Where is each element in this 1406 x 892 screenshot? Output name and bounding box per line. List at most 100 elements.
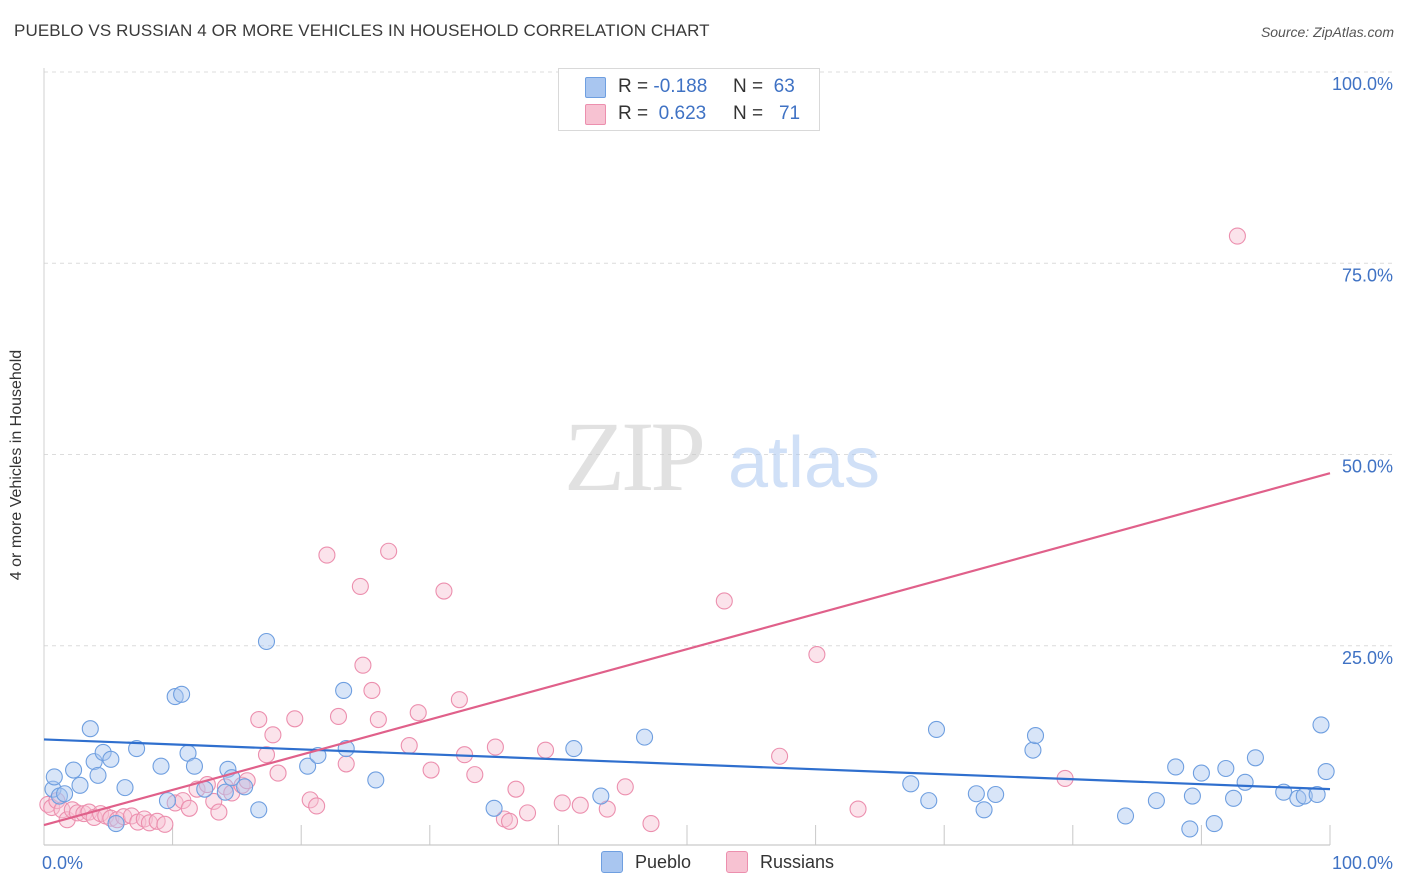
russians-point	[180, 799, 198, 817]
russians-point	[250, 710, 268, 729]
russians-point	[518, 804, 537, 822]
pueblo-point	[565, 740, 583, 758]
trend-lines	[43, 472, 1331, 827]
pueblo-point	[1116, 807, 1135, 825]
correlation-legend: R = -0.188 N = 63 R = 0.623 N = 71	[558, 68, 820, 131]
source-credit: Source: ZipAtlas.com	[1260, 24, 1394, 40]
pueblo-point	[166, 688, 184, 706]
russians-point	[257, 746, 276, 764]
legend-swatch-russians	[726, 851, 748, 873]
pueblo-point	[56, 785, 74, 803]
russians-point	[122, 807, 140, 825]
russians-point	[264, 726, 282, 744]
legend-label-pueblo: Pueblo	[635, 851, 692, 872]
watermark: ZIP atlas	[564, 401, 880, 512]
russians-point	[354, 656, 372, 674]
legend-row-russians: R = 0.623 N = 71	[585, 102, 800, 126]
russians-point	[380, 542, 398, 560]
russians-point	[409, 704, 427, 722]
pueblo-point	[636, 728, 654, 746]
russians-point	[400, 736, 418, 755]
legend-item-russians[interactable]: Russians	[726, 851, 834, 873]
pueblo-point	[71, 776, 89, 794]
pueblo-point	[89, 766, 107, 784]
russians-point	[205, 792, 223, 810]
legend-label-russians: Russians	[760, 851, 835, 872]
pueblo-point	[1167, 758, 1185, 776]
legend-swatch-pueblo	[585, 76, 606, 98]
russians-point	[808, 645, 826, 664]
russians-point	[102, 809, 120, 827]
russians-point	[363, 681, 381, 700]
russians-point	[553, 794, 571, 812]
russians-point	[301, 791, 319, 809]
pueblo-point	[967, 785, 985, 803]
pueblo-point	[102, 750, 120, 768]
russians-point	[318, 546, 336, 564]
pueblo-point	[1026, 727, 1045, 745]
russians-point	[536, 741, 555, 759]
russians-point	[486, 738, 504, 756]
pueblo-point	[65, 761, 83, 779]
pueblo-point	[1024, 741, 1042, 759]
pueblo-point	[236, 778, 254, 796]
pueblo-point	[902, 775, 920, 793]
russians-point	[466, 766, 484, 784]
pueblo-point	[335, 681, 353, 700]
pueblo-point	[1192, 764, 1210, 782]
pueblo-point	[485, 799, 503, 817]
pueblo-point	[85, 753, 103, 771]
y-tick-label: 25.0%	[1342, 648, 1393, 668]
pueblo-point	[152, 757, 170, 775]
pueblo-point	[250, 801, 268, 819]
legend-swatch-pueblo	[601, 851, 623, 873]
pueblo-point	[920, 792, 938, 810]
pueblo-point	[1181, 820, 1199, 838]
legend-n-value: 71	[778, 103, 801, 124]
series-legend: Pueblo Russians	[0, 851, 1406, 879]
watermark-zip: ZIP	[564, 401, 702, 512]
pueblo-point	[81, 720, 99, 738]
pueblo-point	[1225, 789, 1243, 807]
pueblo-point	[116, 779, 134, 797]
legend-r-value: -0.188	[653, 76, 708, 97]
pueblo-point	[1183, 787, 1201, 805]
axes	[43, 68, 1331, 846]
russians-point	[507, 780, 525, 798]
pueblo-point	[1308, 785, 1326, 804]
russians-point	[616, 778, 634, 796]
russians-point	[715, 592, 733, 610]
russians-point	[216, 778, 234, 796]
russians-point	[1228, 227, 1246, 245]
pueblo-point	[927, 720, 946, 739]
russians-point	[642, 815, 660, 833]
legend-n-label: N =	[733, 103, 764, 124]
legend-item-pueblo[interactable]: Pueblo	[601, 851, 691, 873]
russians-point	[156, 815, 174, 833]
y-tick-label: 100.0%	[1332, 74, 1393, 94]
russians-points	[39, 227, 1246, 833]
pueblo-trend-line	[43, 738, 1331, 791]
russians-point	[329, 707, 348, 726]
pueblo-point	[1205, 815, 1223, 833]
pueblo-point	[107, 815, 125, 833]
pueblo-point	[1317, 763, 1335, 781]
russians-point	[351, 577, 369, 595]
russians-point	[422, 761, 440, 779]
pueblo-point	[1289, 789, 1307, 807]
legend-r-label: R =	[618, 103, 649, 124]
russians-point	[450, 691, 468, 709]
pueblo-point	[592, 787, 610, 805]
legend-n-value: 63	[773, 76, 795, 97]
pueblo-point	[1217, 759, 1235, 778]
pueblo-points	[44, 632, 1335, 838]
pueblo-point	[128, 740, 146, 758]
pueblo-point	[987, 785, 1005, 804]
pueblo-point	[1246, 749, 1264, 767]
y-tick-label: 50.0%	[1342, 457, 1393, 477]
russians-point	[771, 747, 789, 765]
pueblo-point	[1236, 773, 1254, 791]
pueblo-point	[158, 792, 177, 810]
pueblo-point	[185, 757, 204, 775]
